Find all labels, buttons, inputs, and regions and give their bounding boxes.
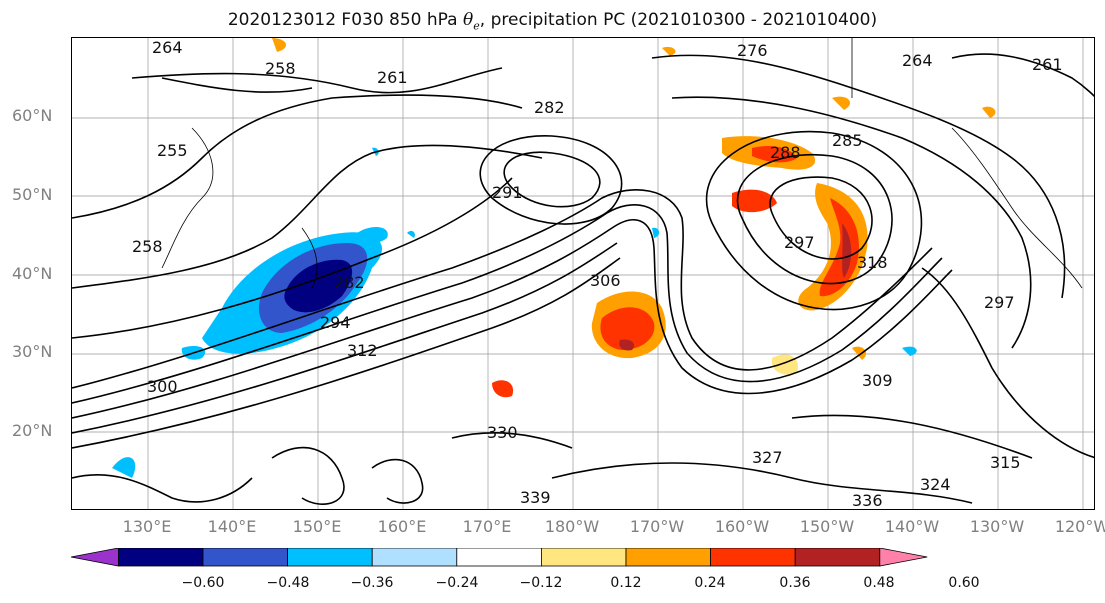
colorbar-segment	[625, 548, 711, 567]
lat-label: 40°N	[12, 264, 53, 283]
lon-label: 140°W	[884, 517, 940, 536]
colorbar-tick: −0.48	[266, 575, 310, 591]
contour-label: 288	[770, 143, 801, 162]
contour-label: 261	[377, 68, 408, 87]
contour-label: 264	[902, 51, 933, 70]
lon-label: 130°E	[122, 517, 172, 536]
contour-label: 282	[534, 98, 565, 117]
lon-label: 170°W	[629, 517, 685, 536]
lat-label: 20°N	[12, 421, 53, 440]
contour-label: 285	[832, 131, 863, 150]
lon-label: 180°W	[544, 517, 600, 536]
contour-label: 324	[920, 475, 951, 494]
contour-label: 297	[784, 233, 815, 252]
coastlines	[161, 38, 1083, 289]
colorbar-segment	[456, 548, 542, 567]
colorbar-extend-right	[879, 548, 928, 567]
colorbar-tick: 0.60	[948, 575, 980, 591]
contour-label: 294	[320, 313, 351, 332]
lat-label: 30°N	[12, 342, 53, 361]
contour-labels: 264 258 261 276 264 261 282 285 288 255 …	[132, 38, 1063, 510]
lon-label: 160°E	[377, 517, 427, 536]
contour-label: 315	[990, 453, 1021, 472]
colorbar-tick: 0.48	[863, 575, 895, 591]
colorbar-tick: −0.12	[519, 575, 563, 591]
lat-label: 60°N	[12, 106, 53, 125]
lon-label: 150°W	[799, 517, 855, 536]
lat-label: 50°N	[12, 185, 53, 204]
lon-label: 130°W	[969, 517, 1025, 536]
contour-label: 264	[152, 38, 183, 57]
colorbar-segment	[287, 548, 373, 567]
contour-label: 309	[862, 371, 893, 390]
colorbar-segments	[70, 548, 928, 567]
contour-label: 282	[334, 273, 365, 292]
contour-label: 258	[132, 237, 163, 256]
colorbar-tick: −0.60	[181, 575, 225, 591]
colorbar	[70, 548, 928, 567]
contour-label: 318	[857, 253, 888, 272]
lon-label: 120°W	[1054, 517, 1105, 536]
colorbar-tick: 0.36	[779, 575, 811, 591]
colorbar-segment	[371, 548, 458, 567]
contour-label: 258	[265, 59, 296, 78]
lon-label: 140°E	[207, 517, 257, 536]
contour-label: 297	[984, 293, 1015, 312]
contour-label: 339	[520, 488, 551, 507]
colorbar-segment	[540, 548, 627, 567]
lon-label: 150°E	[292, 517, 342, 536]
colorbar-extend-left	[70, 548, 119, 567]
contour-label: 276	[737, 41, 768, 60]
contour-label: 336	[852, 491, 883, 510]
precip-positive	[272, 38, 996, 398]
map-plot-area: 264 258 261 276 264 261 282 285 288 255 …	[71, 37, 1095, 510]
colorbar-tick: −0.24	[435, 575, 479, 591]
contour-label: 330	[487, 423, 518, 442]
colorbar-tick: −0.36	[350, 575, 394, 591]
colorbar-segment	[118, 548, 204, 567]
colorbar-segment	[710, 548, 796, 567]
graticule	[72, 38, 1094, 509]
contour-label: 306	[590, 271, 621, 290]
contour-label: 261	[1032, 55, 1063, 74]
theta-e-contours	[72, 53, 1094, 505]
contour-label: 255	[157, 141, 188, 160]
lon-label: 170°E	[462, 517, 512, 536]
map-svg: 264 258 261 276 264 261 282 285 288 255 …	[72, 38, 1094, 510]
colorbar-segment	[794, 548, 881, 567]
colorbar-tick: 0.24	[694, 575, 726, 591]
contour-label: 291	[492, 183, 523, 202]
map-title: 2020123012 F030 850 hPa θe, precipitatio…	[227, 10, 878, 33]
contour-label: 300	[147, 377, 178, 396]
contour-label: 312	[347, 341, 378, 360]
lon-label: 160°W	[714, 517, 770, 536]
contour-label: 327	[752, 448, 783, 467]
theta-e-symbol: θe	[463, 10, 480, 33]
colorbar-segment	[202, 548, 288, 567]
colorbar-tick: 0.12	[610, 575, 642, 591]
